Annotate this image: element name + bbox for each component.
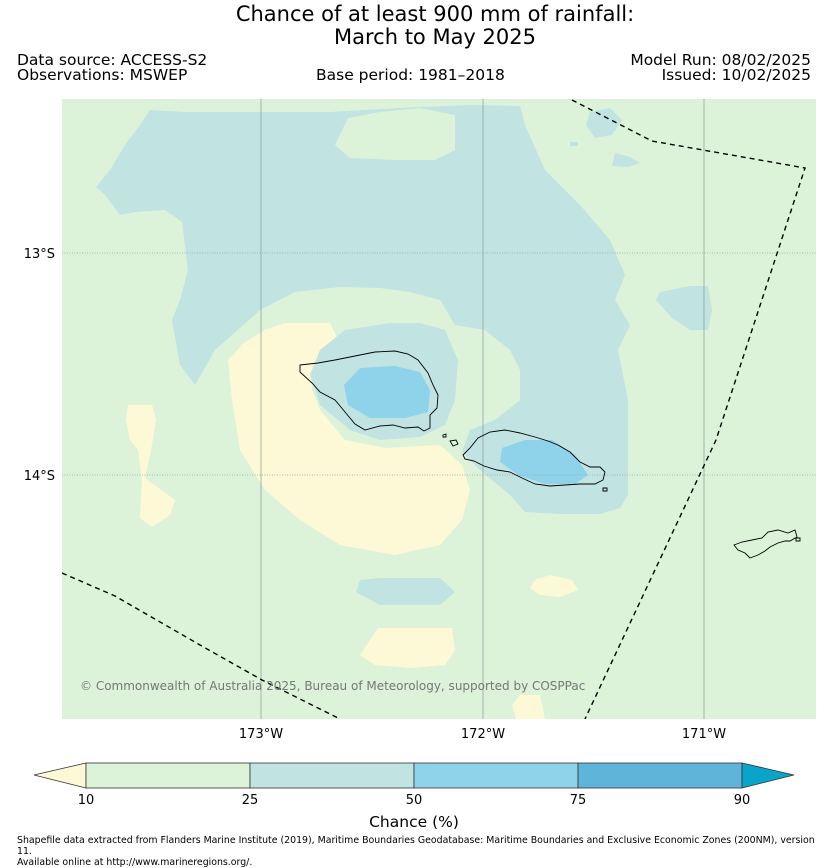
lat-label-14s: 14°S (24, 469, 55, 484)
data-source-text: Data source: ACCESS-S2 (17, 51, 208, 69)
colorbar-segment-below-10 (33, 762, 87, 789)
copyright-notice: © Commonwealth of Australia 2025, Bureau… (80, 679, 585, 693)
colorbar-tick-50: 50 (406, 793, 423, 808)
colorbar-segment-25-50 (249, 762, 415, 789)
colorbar-segment-75-90 (577, 762, 743, 789)
probability-zone-25-50-ne-a (586, 108, 622, 138)
probability-zone-25-50-south (356, 578, 455, 605)
colorbar-tick-10: 10 (78, 793, 95, 808)
colorbar-segment-above-90 (741, 762, 795, 789)
probability-zone-below-10-west (228, 323, 470, 555)
probability-zone-25-50-east (656, 286, 712, 330)
graticule (62, 99, 816, 719)
probability-zone-25-50-main (96, 105, 630, 514)
base-period-text: Base period: 1981–2018 (316, 66, 505, 84)
nuutele-island (602, 487, 608, 492)
attribution-line-2: Available online at http://www.marinereg… (17, 857, 253, 868)
shapefile-attribution: Shapefile data extracted from Flanders M… (17, 835, 822, 868)
probability-zone-50-75-upolu (500, 440, 588, 484)
probability-zone-below-10-bottom (512, 695, 545, 719)
aunuu-island (795, 537, 801, 542)
lon-label-171w: 171°W (682, 727, 726, 742)
model-run-text: Model Run: 08/02/2025 (630, 51, 811, 69)
island-coastline (299, 350, 801, 559)
apolima-island (442, 433, 447, 438)
eez-boundary-dashed-line (62, 99, 806, 719)
savaii-island (299, 350, 439, 432)
eez-boundary-southwest (62, 572, 341, 719)
colorbar: 10 25 50 75 90 Chance (%) (33, 762, 795, 831)
colorbar-label: Chance (%) (369, 813, 459, 831)
manono-island (449, 439, 459, 447)
observations-text: Observations: MSWEP (17, 66, 188, 84)
colorbar-segment-50-75 (413, 762, 579, 789)
eez-boundary-northeast (571, 99, 806, 719)
lon-label-172w: 172°W (461, 727, 505, 742)
upolu-island (462, 429, 606, 487)
lat-label-13s: 13°S (24, 247, 55, 262)
probability-zone-below-10-west-strip (126, 405, 175, 527)
probability-zone-25-50-ne-b (612, 153, 640, 167)
colorbar-segment-10-25 (85, 762, 251, 789)
probability-zone-25-50-ne-c (570, 142, 578, 146)
probability-zone-50-75-savaii (344, 366, 430, 418)
map-title-line-1: Chance of at least 900 mm of rainfall: (235, 2, 635, 26)
probability-zone-below-10-south (360, 628, 455, 668)
probability-zone-below-10-southeast (530, 575, 578, 597)
map-title-line-2: March to May 2025 (334, 25, 536, 49)
colorbar-tick-25: 25 (242, 793, 259, 808)
map-panel: © Commonwealth of Australia 2025, Bureau… (62, 99, 816, 719)
probability-zone-10-25-north (335, 108, 455, 160)
colorbar-tick-75: 75 (570, 793, 587, 808)
lon-label-173w: 173°W (239, 727, 283, 742)
tutuila-island (733, 529, 798, 559)
attribution-line-1: Shapefile data extracted from Flanders M… (17, 835, 815, 857)
colorbar-tick-90: 90 (734, 793, 751, 808)
issued-text: Issued: 10/02/2025 (661, 66, 811, 84)
